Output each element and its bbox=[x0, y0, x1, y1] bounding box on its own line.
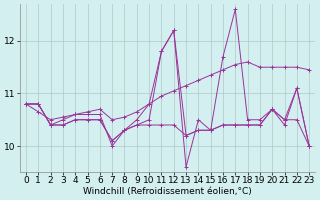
X-axis label: Windchill (Refroidissement éolien,°C): Windchill (Refroidissement éolien,°C) bbox=[83, 187, 252, 196]
